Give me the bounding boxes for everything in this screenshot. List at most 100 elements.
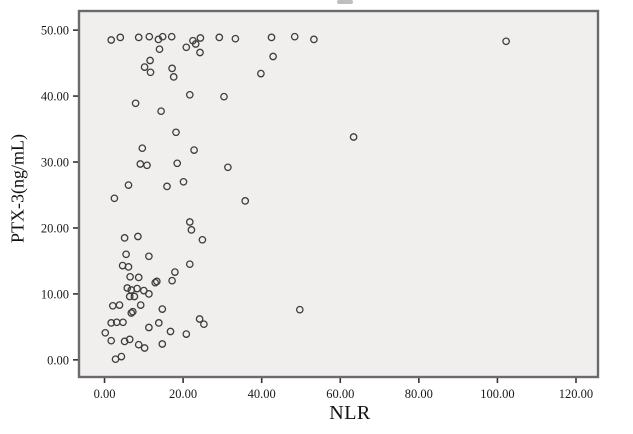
data-point: [128, 307, 137, 316]
plot-area: [79, 11, 598, 377]
data-point: [167, 32, 176, 41]
data-point: [151, 278, 160, 287]
data-point: [168, 64, 176, 73]
top-edge-artifact: [337, 0, 353, 4]
x-tick-label: 20.00: [169, 387, 197, 401]
data-point: [179, 177, 188, 186]
data-point: [182, 43, 191, 52]
x-tick-label: 120.00: [559, 387, 593, 401]
data-point: [171, 268, 179, 276]
data-point: [123, 284, 132, 292]
data-point: [130, 292, 139, 301]
data-point: [173, 159, 182, 168]
data-point: [157, 107, 165, 116]
data-point: [107, 36, 116, 44]
data-point: [145, 32, 154, 41]
data-point: [116, 33, 125, 42]
data-point: [107, 336, 116, 345]
data-point: [168, 276, 176, 285]
data-point: [166, 327, 175, 336]
data-point: [169, 73, 178, 81]
data-point: [131, 99, 140, 108]
data-point: [134, 273, 143, 282]
data-point: [145, 252, 153, 261]
data-point: [143, 161, 151, 170]
data-point: [158, 340, 167, 348]
data-point: [119, 318, 127, 327]
data-point: [152, 277, 161, 286]
data-point: [310, 35, 318, 44]
data-point: [195, 315, 204, 323]
y-tick-label: 30.00: [41, 156, 69, 170]
data-point: [200, 320, 208, 329]
data-point: [134, 340, 143, 349]
data-point: [115, 301, 124, 309]
data-point: [502, 37, 510, 46]
data-point: [134, 232, 142, 241]
data-point: [269, 52, 277, 61]
data-point: [146, 68, 155, 77]
x-tick-label: 100.00: [480, 387, 514, 401]
y-tick-label: 40.00: [41, 90, 69, 104]
data-point: [136, 301, 145, 309]
data-point: [145, 323, 153, 332]
data-point: [146, 56, 154, 65]
y-tick-label: 20.00: [41, 221, 69, 235]
data-point: [241, 197, 250, 205]
data-point: [158, 32, 167, 41]
data-point: [190, 146, 198, 154]
data-point: [125, 292, 134, 301]
data-point: [182, 330, 191, 338]
data-point: [145, 290, 153, 298]
data-point: [134, 33, 143, 42]
data-point: [107, 319, 116, 327]
data-point: [172, 128, 180, 137]
data-point: [101, 328, 110, 337]
data-point: [138, 144, 147, 153]
x-tick-label: 80.00: [405, 387, 433, 401]
data-point: [215, 33, 224, 42]
data-point: [231, 34, 240, 43]
y-tick-label: 10.00: [41, 287, 69, 301]
data-point: [120, 234, 129, 242]
data-point: [198, 235, 207, 244]
y-axis-title: PTX-3(ng/mL): [7, 134, 28, 243]
data-point: [127, 309, 136, 317]
data-point: [290, 32, 299, 41]
data-point: [124, 181, 133, 189]
data-point: [257, 69, 265, 78]
data-point: [126, 272, 134, 281]
data-point: [122, 250, 130, 259]
data-point: [349, 133, 358, 141]
plot-border: [77, 9, 600, 379]
data-point: [110, 194, 119, 203]
data-point: [185, 90, 194, 99]
data-point: [196, 48, 204, 57]
data-point: [158, 305, 167, 313]
data-point: [155, 45, 164, 54]
data-point: [163, 182, 171, 191]
data-point: [154, 319, 163, 327]
data-point: [295, 305, 304, 314]
data-point: [196, 34, 205, 42]
data-point: [185, 260, 194, 269]
data-point: [191, 40, 200, 48]
data-point: [140, 63, 149, 71]
x-tick-label: 60.00: [326, 387, 354, 401]
data-point: [117, 352, 126, 361]
data-point: [124, 263, 133, 271]
x-tick-label: 0.00: [94, 387, 116, 401]
data-point: [185, 218, 194, 226]
x-axis-title: NLR: [329, 402, 371, 424]
data-point: [187, 226, 196, 234]
data-point: [220, 92, 228, 101]
data-point: [267, 33, 276, 42]
y-tick-label: 50.00: [41, 24, 69, 38]
y-tick-label: 0.00: [47, 353, 69, 367]
data-point: [224, 163, 232, 172]
data-point: [125, 335, 134, 344]
x-tick-label: 40.00: [248, 387, 276, 401]
data-point: [140, 344, 149, 352]
